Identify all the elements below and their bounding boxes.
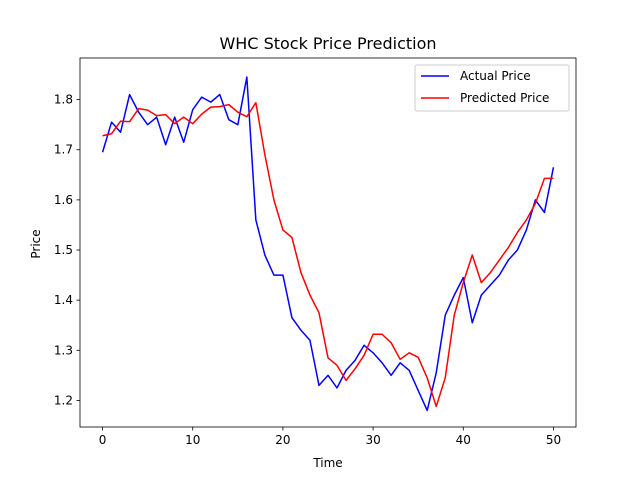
y-axis-label: Price: [29, 229, 43, 258]
y-tick-label: 1.4: [54, 293, 73, 307]
legend-box: [414, 64, 570, 112]
y-tick-label: 1.8: [54, 93, 73, 107]
series-line-0: [101, 76, 555, 412]
axes-frame: [79, 57, 577, 428]
chart-title: WHC Stock Price Prediction: [219, 34, 436, 53]
x-tick-label: 50: [546, 433, 561, 447]
y-tick-label: 1.3: [54, 343, 73, 357]
series-line-1: [102, 101, 554, 408]
x-tick-label: 0: [99, 433, 107, 447]
y-tick-label: 1.5: [54, 243, 73, 257]
x-tick-label: 40: [456, 433, 471, 447]
x-tick-label: 10: [185, 433, 200, 447]
y-tick-label: 1.7: [54, 143, 73, 157]
legend-label-1: Predicted Price: [460, 91, 549, 105]
y-tick-label: 1.2: [54, 393, 73, 407]
x-tick-label: 20: [275, 433, 290, 447]
legend: Actual Price Predicted Price: [414, 64, 570, 112]
plot-area: 0 10 20 30 40 50 1.2 1.3 1.4 1.5 1.6 1.7 1.8: [54, 57, 577, 447]
x-tick-label: 30: [365, 433, 380, 447]
y-tick-label: 1.6: [54, 193, 73, 207]
x-axis-label: Time: [312, 456, 342, 470]
legend-label-0: Actual Price: [460, 69, 531, 83]
